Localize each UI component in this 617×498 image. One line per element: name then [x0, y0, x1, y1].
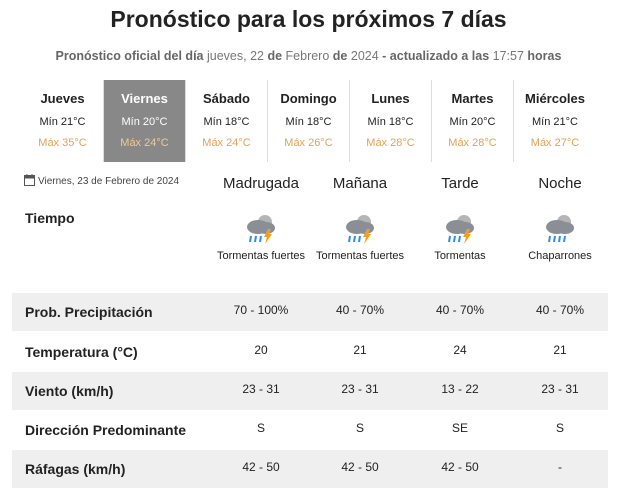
row-label: Tiempo	[25, 210, 75, 226]
weather-icon	[346, 215, 374, 244]
day-min: Mín 18°C	[367, 116, 414, 128]
day-tab[interactable]: Miércoles Mín 21°C Máx 27°C	[514, 80, 596, 162]
period-header: Noche	[538, 175, 582, 192]
row-value: S	[555, 421, 564, 435]
forecast-date: Viernes, 23 de Febrero de 2024	[38, 176, 180, 187]
day-name: Miércoles	[525, 91, 585, 106]
row-band	[12, 293, 608, 331]
day-min: Mín 18°C	[285, 116, 332, 128]
row-value: 42 - 50	[441, 460, 479, 474]
day-max: Máx 27°C	[530, 137, 580, 149]
row-label: Viento (km/h)	[25, 383, 114, 399]
day-name: Lunes	[371, 91, 410, 106]
row-value: SE	[451, 421, 468, 435]
day-min: Mín 20°C	[449, 116, 496, 128]
subtitle-part: horas	[527, 49, 562, 63]
subtitle-part: de	[267, 49, 283, 63]
row-value: -	[558, 460, 562, 474]
subtitle-part: de	[332, 49, 348, 63]
subtitle-part: Febrero	[285, 49, 330, 63]
day-tab[interactable]: Sábado Mín 18°C Máx 24°C	[186, 80, 268, 162]
row-value: S	[256, 421, 265, 435]
day-max: Máx 35°C	[38, 137, 87, 149]
subtitle-part: Pronóstico oficial del día	[55, 49, 204, 63]
row-value: 42 - 50	[341, 460, 379, 474]
row-value: 21	[353, 343, 367, 357]
weather-icon	[446, 215, 474, 244]
day-min: Mín 18°C	[203, 116, 250, 128]
day-min: Mín 21°C	[532, 116, 578, 128]
row-value: 40 - 70%	[535, 303, 585, 317]
day-max: Máx 24°C	[120, 137, 169, 149]
row-band	[12, 450, 608, 488]
row-value: 21	[553, 343, 567, 357]
day-name: Viernes	[121, 91, 168, 106]
day-name: Martes	[451, 91, 494, 106]
weather-description: Tormentas fuertes	[315, 250, 405, 262]
row-value: 24	[453, 343, 467, 357]
day-name: Jueves	[40, 91, 85, 106]
row-value: 40 - 70%	[435, 303, 485, 317]
row-value: 23 - 31	[541, 382, 579, 396]
subtitle-part: 2024	[350, 49, 379, 63]
subtitle-part: 17:57	[492, 49, 524, 63]
row-band	[12, 372, 608, 410]
row-label: Ráfagas (km/h)	[25, 461, 126, 477]
calendar-icon	[24, 174, 35, 186]
weather-icon	[247, 215, 275, 244]
weather-description: Tormentas	[434, 250, 486, 262]
row-value: 20	[254, 343, 268, 357]
row-value: 70 - 100%	[233, 303, 289, 317]
day-max: Máx 28°C	[366, 137, 415, 149]
day-tab[interactable]: Viernes Mín 20°C Máx 24°C	[104, 80, 186, 162]
period-header: Tarde	[441, 175, 479, 192]
weather-description: Tormentas fuertes	[216, 250, 306, 262]
day-tab[interactable]: Martes Mín 20°C Máx 28°C	[432, 80, 514, 162]
day-max: Máx 28°C	[448, 137, 497, 149]
row-value: 23 - 31	[242, 382, 280, 396]
day-min: Mín 20°C	[121, 116, 168, 128]
row-value: 42 - 50	[242, 460, 280, 474]
day-tab[interactable]: Lunes Mín 18°C Máx 28°C	[350, 80, 432, 162]
subtitle-part: - actualizado a las	[382, 49, 490, 63]
weather-icon	[546, 215, 574, 243]
row-label: Prob. Precipitación	[25, 304, 153, 320]
day-tab[interactable]: Jueves Mín 21°C Máx 35°C	[22, 80, 104, 162]
subtitle-part: jueves, 22	[206, 49, 264, 63]
day-name: Sábado	[203, 91, 250, 106]
day-max: Máx 26°C	[284, 137, 333, 149]
period-header: Madrugada	[223, 175, 299, 192]
subtitle: Pronóstico oficial del día jueves, 22 de…	[0, 49, 617, 63]
day-min: Mín 21°C	[39, 116, 86, 128]
day-name: Domingo	[280, 91, 337, 106]
day-tab[interactable]: Domingo Mín 18°C Máx 26°C	[268, 80, 350, 162]
row-label: Temperatura (°C)	[25, 344, 138, 360]
row-value: 23 - 31	[341, 382, 379, 396]
row-value: 40 - 70%	[335, 303, 385, 317]
row-value: 13 - 22	[441, 382, 479, 396]
weather-description: Chaparrones	[528, 250, 592, 262]
period-header: Mañana	[332, 175, 388, 192]
title: Pronóstico para los próximos 7 días	[110, 6, 507, 32]
row-value: S	[355, 421, 364, 435]
day-max: Máx 24°C	[202, 137, 251, 149]
row-label: Dirección Predominante	[25, 422, 187, 438]
